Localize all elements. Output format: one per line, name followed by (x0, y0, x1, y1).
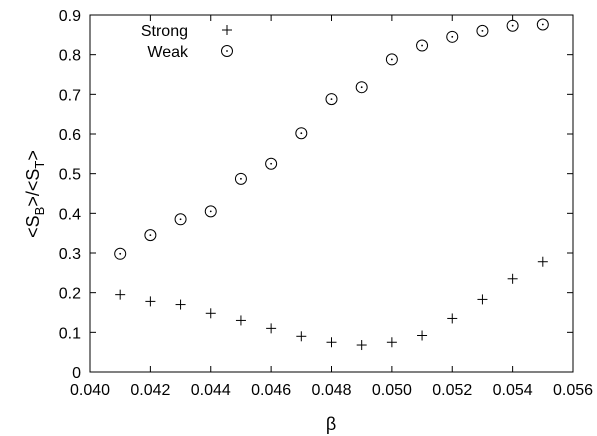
plus-marker (222, 25, 232, 35)
x-tick-label: 0.048 (311, 382, 351, 399)
tick-marks (89, 14, 574, 373)
circle-dot-marker (204, 205, 217, 218)
plus-marker (145, 296, 156, 307)
legend-marker-circle-dot (221, 45, 233, 57)
legend-marker-plus (222, 25, 232, 35)
plus-marker (386, 337, 397, 348)
y-tick-label: 0.4 (59, 206, 81, 223)
plus-marker (507, 273, 518, 284)
y-tick-label: 0 (72, 365, 81, 382)
plot-frame (89, 14, 574, 373)
plus-marker (447, 313, 458, 324)
plus-marker (296, 331, 307, 342)
circle-dot-marker (174, 213, 187, 226)
circle-dot-marker (355, 81, 368, 94)
y-tick-label: 0.2 (59, 286, 81, 303)
y-tick-label: 0.1 (59, 325, 81, 342)
plus-marker (115, 289, 126, 300)
circle-dot-marker (265, 157, 278, 170)
plus-marker (356, 340, 367, 351)
plus-marker (326, 337, 337, 348)
plus-marker (175, 299, 186, 310)
circle-dot-marker (114, 247, 127, 260)
x-tick-label: 0.044 (191, 382, 231, 399)
circle-dot-marker (416, 39, 429, 52)
circle-dot-marker (385, 53, 398, 66)
circle-dot-marker (325, 93, 338, 106)
y-tick-label: 0.8 (59, 48, 81, 65)
circle-dot-marker (536, 18, 549, 31)
y-tick-label: 0.9 (59, 8, 81, 25)
legend: Strong Weak (141, 23, 233, 61)
circle-dot-marker (221, 45, 233, 57)
circle-dot-marker (476, 24, 489, 37)
x-tick-label: 0.054 (493, 382, 533, 399)
plus-marker (205, 308, 216, 319)
legend-label-strong: Strong (141, 23, 188, 40)
x-tick-label: 0.040 (70, 382, 110, 399)
x-tick-label: 0.050 (372, 382, 412, 399)
circle-dot-marker (234, 172, 247, 185)
x-tick-label: 0.056 (553, 382, 593, 399)
circle-dot-marker (506, 19, 519, 32)
y-tick-label: 0.3 (59, 246, 81, 263)
y-tick-label: 0.5 (59, 167, 81, 184)
plus-marker (537, 256, 548, 267)
plus-marker (266, 323, 277, 334)
plus-marker (417, 330, 428, 341)
y-tick-label: 0.7 (59, 87, 81, 104)
x-axis-label: β (326, 414, 336, 434)
data-points (114, 18, 549, 351)
circle-dot-marker (446, 30, 459, 43)
legend-label-weak: Weak (147, 44, 189, 61)
x-tick-labels: 0.040 0.042 0.044 0.046 0.048 0.050 0.052 0.054… (70, 382, 593, 399)
circle-dot-marker (295, 127, 308, 140)
y-axis-label: <SB>/<ST> (23, 150, 47, 238)
plus-marker (235, 315, 246, 326)
y-tick-label: 0.6 (59, 127, 81, 144)
plus-marker (477, 294, 488, 305)
x-tick-label: 0.042 (130, 382, 170, 399)
y-tick-labels: 0 0.1 0.2 0.3 0.4 0.5 0.6 0.7 0.8 0.9 (59, 8, 81, 382)
circle-dot-marker (144, 229, 157, 242)
x-tick-label: 0.052 (432, 382, 472, 399)
x-tick-label: 0.046 (251, 382, 291, 399)
